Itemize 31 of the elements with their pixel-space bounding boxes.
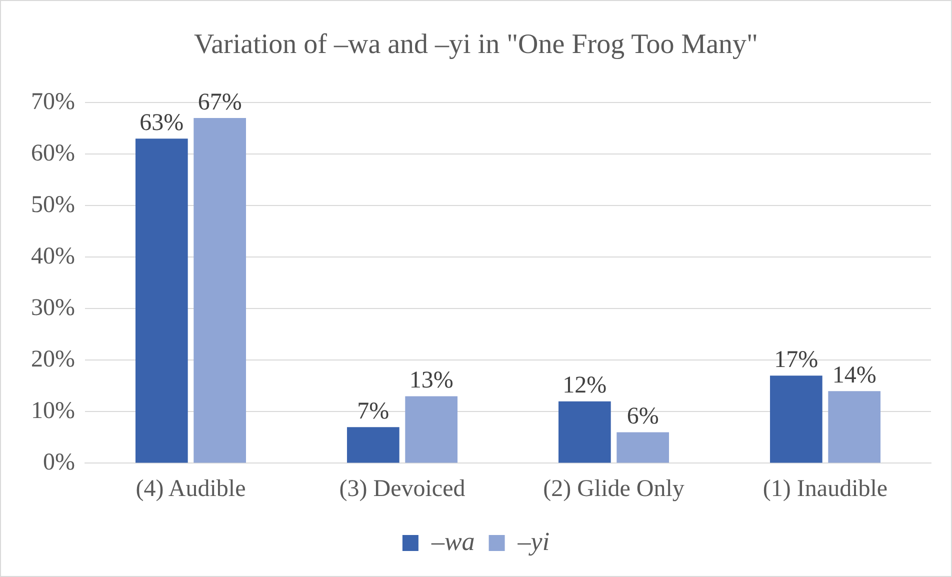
data-label: 63%: [140, 110, 184, 136]
x-tick-label: (2) Glide Only: [543, 476, 684, 502]
bar: [194, 118, 246, 463]
y-tick-label: 0%: [42, 449, 75, 476]
bar: [346, 427, 400, 463]
x-tick-label: (1) Inaudible: [762, 476, 888, 502]
y-tick-label: 40%: [30, 243, 75, 270]
x-tick-label: (3) Devoiced: [339, 476, 466, 502]
bar: [828, 391, 881, 463]
legend-label: –wa: [430, 526, 475, 556]
bar: [770, 376, 822, 463]
bar: [616, 432, 669, 463]
bar: [405, 396, 458, 463]
y-tick-label: 20%: [30, 346, 75, 372]
legend-label: –yi: [516, 526, 550, 556]
x-tick-label: (4) Audible: [136, 476, 246, 502]
data-label: 17%: [774, 346, 818, 373]
chart-title: Variation of –wa and –yi in "One Frog Too Many": [194, 29, 758, 60]
data-label: 67%: [198, 89, 242, 116]
y-tick-label: 30%: [30, 294, 75, 321]
y-tick-label: 60%: [30, 140, 75, 166]
y-tick-label: 50%: [30, 192, 75, 218]
data-label: 6%: [626, 404, 659, 430]
data-label: 7%: [357, 398, 390, 424]
data-label: 14%: [832, 362, 876, 388]
data-label: 12%: [562, 372, 607, 399]
data-label: 13%: [409, 368, 454, 394]
bar: [135, 138, 188, 463]
bar: [558, 401, 611, 463]
y-tick-label: 10%: [30, 398, 75, 424]
y-tick-label: 70%: [30, 88, 75, 115]
